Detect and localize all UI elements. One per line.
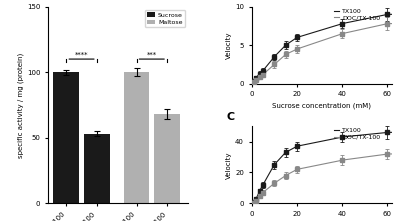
Text: C: C <box>226 112 234 122</box>
Bar <box>84 134 110 203</box>
Text: B: B <box>226 0 235 2</box>
Y-axis label: Velocity: Velocity <box>226 31 232 59</box>
Text: ****: **** <box>75 52 88 58</box>
Text: ***: *** <box>147 52 157 58</box>
Legend: Sucrose, Maltose: Sucrose, Maltose <box>145 10 185 27</box>
Y-axis label: specific activity / mg (protein): specific activity / mg (protein) <box>18 52 24 158</box>
Bar <box>124 72 150 203</box>
X-axis label: Sucrose concentration (mM): Sucrose concentration (mM) <box>272 103 371 109</box>
Legend: TX100, DOC/TX-100: TX100, DOC/TX-100 <box>332 6 382 23</box>
Bar <box>154 114 180 203</box>
Bar <box>53 72 79 203</box>
Legend: TX100, DOC/TX-100: TX100, DOC/TX-100 <box>332 126 382 143</box>
Y-axis label: Velocity: Velocity <box>226 151 232 179</box>
